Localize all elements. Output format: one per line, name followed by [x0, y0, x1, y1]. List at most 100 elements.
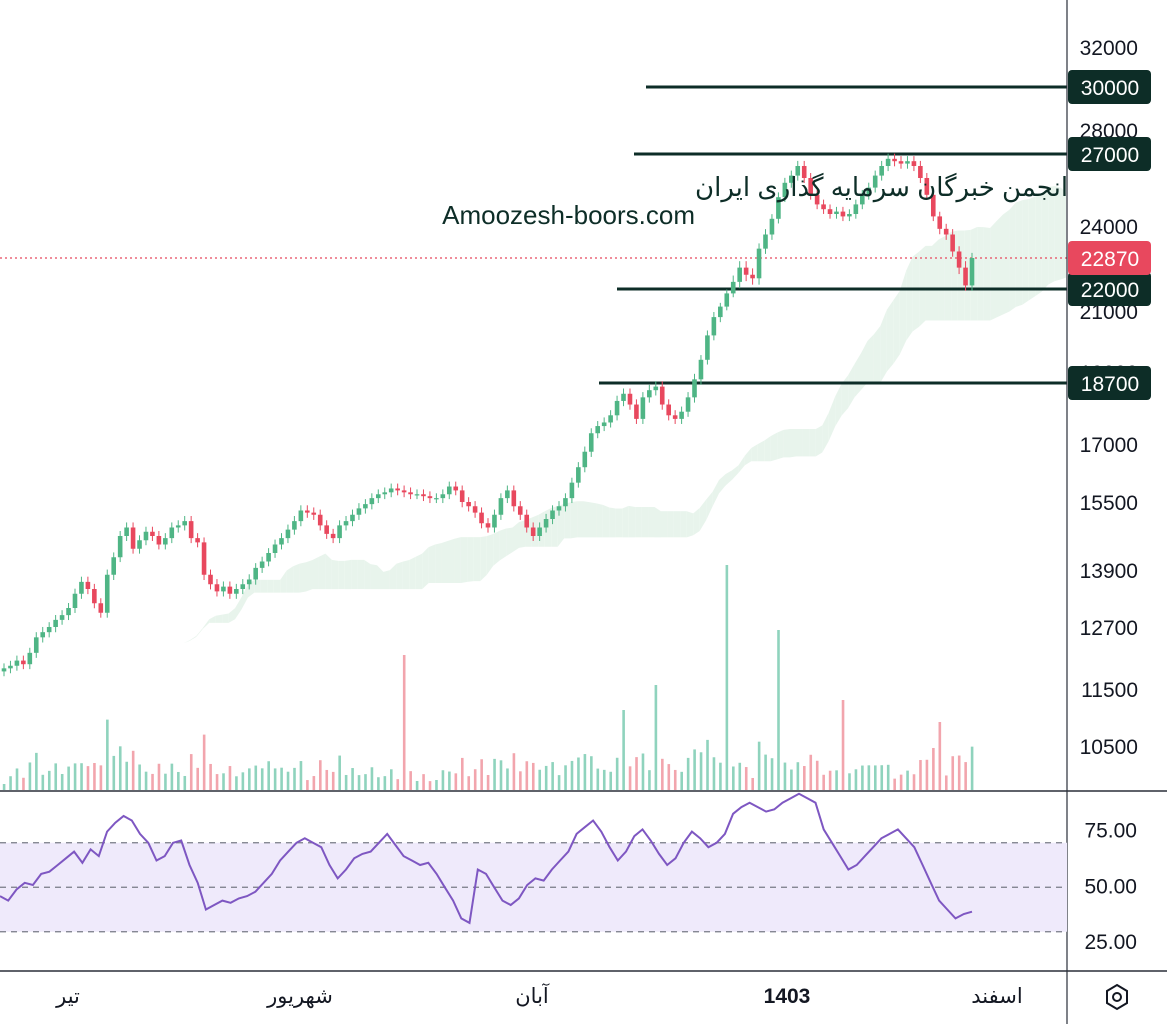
volume-bar — [938, 722, 942, 790]
price-tick-label: 17000 — [1080, 434, 1138, 457]
candle-body — [511, 490, 517, 507]
cloud-segment — [731, 465, 739, 480]
volume-bar — [228, 766, 232, 790]
cloud-segment — [364, 559, 371, 590]
volume-bar — [144, 771, 148, 790]
volume-bar — [157, 763, 161, 790]
candle-body — [653, 386, 659, 391]
candle-body — [253, 567, 258, 580]
volume-bar — [177, 771, 180, 790]
cloud-segment — [861, 341, 868, 390]
candle-body — [453, 486, 459, 491]
volume-bar — [364, 774, 367, 790]
candle-body — [692, 379, 697, 398]
time-axis-label: تیر — [55, 985, 80, 1008]
volume-bar — [673, 769, 677, 790]
candle-body — [885, 158, 891, 166]
cloud-segment — [583, 501, 590, 538]
watermark-url: Amoozesh-boors.com — [442, 200, 695, 230]
rsi-tick-label: 75.00 — [1084, 820, 1137, 843]
volume-bar — [609, 771, 613, 790]
level-label-bg — [1068, 272, 1151, 306]
volume-bar — [661, 758, 664, 790]
cloud-segment — [383, 570, 390, 590]
volume-bar — [822, 774, 825, 790]
time-axis-label: شهریور — [266, 985, 333, 1008]
candle-body — [169, 527, 175, 539]
candle-body — [214, 584, 220, 592]
cloud-segment — [577, 501, 584, 538]
level-label-bg — [1068, 70, 1151, 104]
candle-body — [472, 506, 478, 513]
candle-body — [847, 214, 852, 217]
cloud-segment — [196, 627, 203, 637]
volume-bar — [454, 773, 458, 790]
cloud-segment — [428, 544, 436, 584]
candle-body — [401, 490, 407, 493]
volume-bar — [654, 685, 658, 790]
time-axis-label: اسفند — [971, 985, 1022, 1008]
volume-bar — [189, 754, 193, 790]
volume-bar — [402, 655, 406, 790]
volume-bar — [338, 755, 341, 790]
candle-body — [311, 512, 317, 515]
candle-body — [647, 390, 652, 398]
volume-bar — [99, 765, 103, 790]
volume-bar — [744, 767, 748, 790]
cloud-segment — [706, 491, 713, 521]
candle-body — [918, 166, 923, 178]
candle-body — [201, 542, 207, 575]
candle-body — [227, 586, 233, 594]
volume-bar — [28, 762, 32, 790]
volume-bar — [809, 754, 813, 790]
volume-bar — [590, 756, 593, 790]
candle-body — [556, 506, 562, 511]
candle-body — [240, 584, 246, 589]
cloud-segment — [609, 507, 616, 538]
cloud-segment — [1022, 198, 1029, 305]
cloud-segment — [460, 537, 468, 584]
candle-body — [459, 490, 465, 502]
cloud-segment — [473, 537, 481, 582]
cloud-segment — [635, 507, 642, 538]
candle-body — [750, 274, 755, 279]
cloud-segment — [673, 511, 681, 538]
rsi-pane[interactable]: 75.00 50.00 25.00 — [0, 792, 1137, 954]
volume-bar — [738, 762, 742, 790]
volume-bar — [93, 763, 96, 790]
volume-bars — [2, 565, 974, 790]
candle-body — [292, 521, 297, 530]
candle-body — [969, 258, 975, 286]
volume-bar — [273, 768, 277, 790]
volume-bar — [370, 767, 374, 790]
cloud-segment — [267, 579, 274, 593]
cloud-segment — [189, 635, 197, 641]
time-axis[interactable]: تیر شهریور آبان 1403 اسفند — [55, 983, 1023, 1008]
candle-body — [343, 521, 349, 526]
candle-body — [221, 586, 226, 592]
chart-settings-icon[interactable] — [1106, 983, 1128, 1011]
cloud-segment — [602, 504, 610, 538]
volume-bar — [138, 764, 141, 790]
candle-body — [743, 267, 749, 275]
candle-body — [911, 161, 917, 166]
volume-bar — [957, 755, 961, 790]
candle-body — [266, 553, 271, 562]
candle-body — [853, 204, 859, 214]
candle-body — [666, 404, 671, 416]
candle-body — [79, 581, 84, 594]
horizontal-levels — [599, 85, 1067, 385]
cloud-segment — [499, 528, 507, 561]
cloud-segment — [1048, 185, 1055, 285]
cloud-segment — [867, 334, 874, 383]
candle-body — [814, 194, 820, 205]
candle-body — [621, 393, 626, 401]
volume-bar — [473, 769, 477, 790]
price-axis[interactable]: 3200028000240002100019000170001550013900… — [1068, 37, 1151, 759]
candle-body — [543, 519, 549, 528]
candle-body — [730, 281, 736, 294]
volume-bar — [551, 762, 554, 790]
volume-bar — [719, 762, 722, 790]
